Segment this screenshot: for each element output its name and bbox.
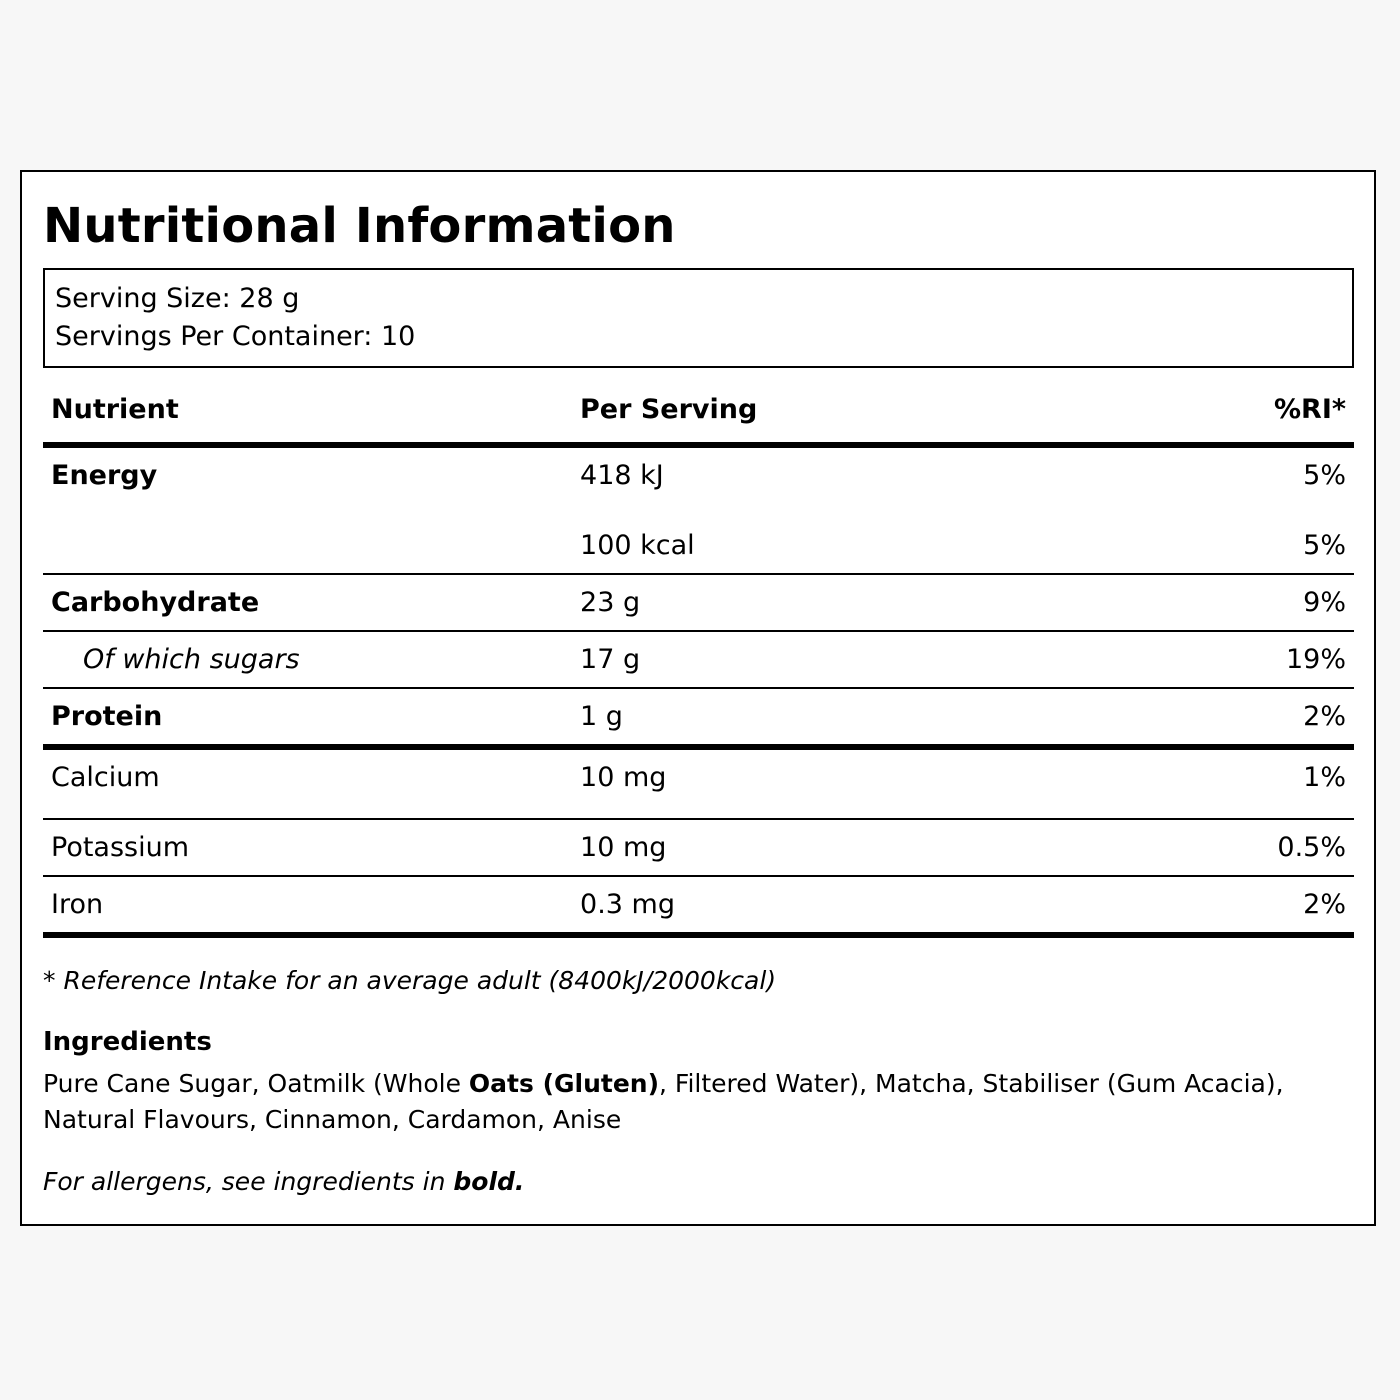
header-nutrient: Nutrient xyxy=(43,390,573,448)
allergen-note-text: For allergens, see ingredients in xyxy=(43,1167,454,1196)
nutrient-value: 10 mg xyxy=(572,819,1179,877)
nutrient-ri: 9% xyxy=(1178,574,1354,632)
reference-intake-footnote: * Reference Intake for an average adult … xyxy=(43,966,777,995)
nutrient-name: Energy xyxy=(51,460,158,491)
nutrition-label: Nutritional Information Serving Size: 28… xyxy=(20,170,1376,1226)
ingredients-text-before: Pure Cane Sugar, Oatmilk (Whole xyxy=(43,1069,469,1098)
nutrient-ri: 0.5% xyxy=(1178,819,1354,877)
nutrient-ri: 5% xyxy=(1178,518,1354,575)
nutrition-table: Nutrient Per Serving %RI* Energy 418 kJ … xyxy=(43,390,1354,938)
nutrient-value: 0.3 mg xyxy=(572,876,1179,938)
servings-per-container: Servings Per Container: 10 xyxy=(55,321,416,352)
allergen-ingredient: Oats (Gluten) xyxy=(468,1069,660,1098)
serving-size: Serving Size: 28 g xyxy=(55,283,300,314)
nutrient-value: 17 g xyxy=(572,631,1179,689)
nutrient-name: Calcium xyxy=(43,747,573,820)
table-row-carbohydrate: Carbohydrate 23 g 9% xyxy=(43,574,1354,632)
header-per-serving: Per Serving xyxy=(572,390,1179,448)
nutrient-name: Protein xyxy=(43,688,573,750)
ingredients-text-after: , Filtered Water), Matcha, Stabiliser (G… xyxy=(43,1069,1284,1134)
table-row-protein: Protein 1 g 2% xyxy=(43,688,1354,750)
nutrient-ri: 2% xyxy=(1178,688,1354,750)
nutrient-name: Of which sugars xyxy=(43,631,573,689)
table-row-potassium: Potassium 10 mg 0.5% xyxy=(43,819,1354,877)
nutrient-name xyxy=(43,518,573,575)
header-ri: %RI* xyxy=(1178,390,1354,448)
table-row-energy-kj: Energy 418 kJ 5% xyxy=(43,445,1354,518)
table-row-iron: Iron 0.3 mg 2% xyxy=(43,876,1354,938)
nutrient-value: 100 kcal xyxy=(572,518,1179,575)
ingredients-title: Ingredients xyxy=(43,1027,212,1057)
nutrient-value: 10 mg xyxy=(572,747,1179,820)
page-title: Nutritional Information xyxy=(43,198,676,254)
ingredients-text: Pure Cane Sugar, Oatmilk (Whole Oats (Gl… xyxy=(43,1066,1354,1138)
allergen-note: For allergens, see ingredients in bold. xyxy=(43,1164,1354,1200)
nutrient-ri: 19% xyxy=(1178,631,1354,689)
nutrient-ri: 2% xyxy=(1178,876,1354,938)
nutrient-name: Potassium xyxy=(43,819,573,877)
table-header-row: Nutrient Per Serving %RI* xyxy=(43,390,1354,448)
nutrient-ri: 1% xyxy=(1178,747,1354,820)
table-row-sugars: Of which sugars 17 g 19% xyxy=(43,631,1354,689)
table-row-energy-kcal: 100 kcal 5% xyxy=(43,518,1354,575)
serving-info-box: Serving Size: 28 g Servings Per Containe… xyxy=(43,268,1354,368)
table-row-calcium: Calcium 10 mg 1% xyxy=(43,747,1354,820)
nutrient-value: 418 kJ xyxy=(580,460,664,491)
nutrient-name: Carbohydrate xyxy=(43,574,573,632)
nutrient-name: Iron xyxy=(43,876,573,938)
nutrient-value: 23 g xyxy=(572,574,1179,632)
nutrient-value: 1 g xyxy=(572,688,1179,750)
allergen-note-bold: bold. xyxy=(453,1167,525,1196)
nutrient-ri: 5% xyxy=(1303,460,1346,491)
